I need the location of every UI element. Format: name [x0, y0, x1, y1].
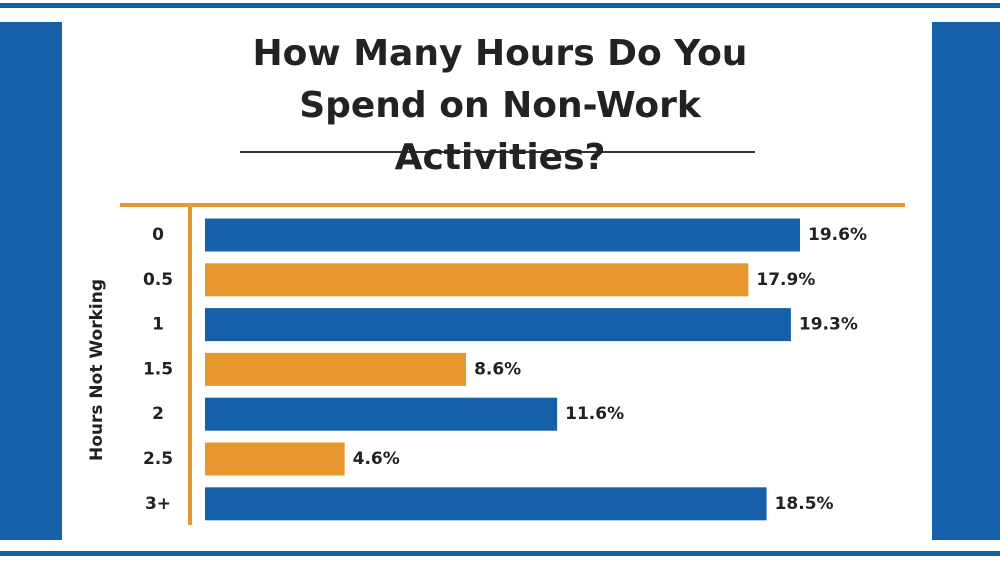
y-axis-label: Hours Not Working: [87, 279, 107, 461]
category-label: 1.5: [143, 359, 173, 379]
category-label: 3+: [145, 494, 171, 514]
category-label: 1: [152, 315, 164, 335]
bar: [205, 352, 467, 386]
bar: [205, 218, 800, 252]
value-label: 17.9%: [756, 270, 815, 290]
category-label: 2.5: [143, 449, 173, 469]
value-label: 11.6%: [565, 404, 624, 424]
bar: [205, 263, 749, 297]
bar: [205, 442, 345, 476]
bar: [205, 397, 558, 431]
right-panel: [932, 22, 1000, 540]
value-label: 19.3%: [799, 315, 858, 335]
category-label: 2: [152, 404, 164, 424]
left-panel: [0, 22, 62, 540]
value-label: 8.6%: [474, 359, 521, 379]
value-label: 19.6%: [808, 225, 867, 245]
top-border: [0, 3, 1000, 8]
category-label: 0.5: [143, 270, 173, 290]
chart-title: How Many Hours Do You Spend on Non-Work …: [252, 33, 748, 178]
bar: [205, 487, 767, 521]
value-label: 18.5%: [775, 494, 834, 514]
bar: [205, 308, 791, 342]
bottom-border: [0, 551, 1000, 556]
value-label: 4.6%: [353, 449, 400, 469]
category-label: 0: [152, 225, 164, 245]
